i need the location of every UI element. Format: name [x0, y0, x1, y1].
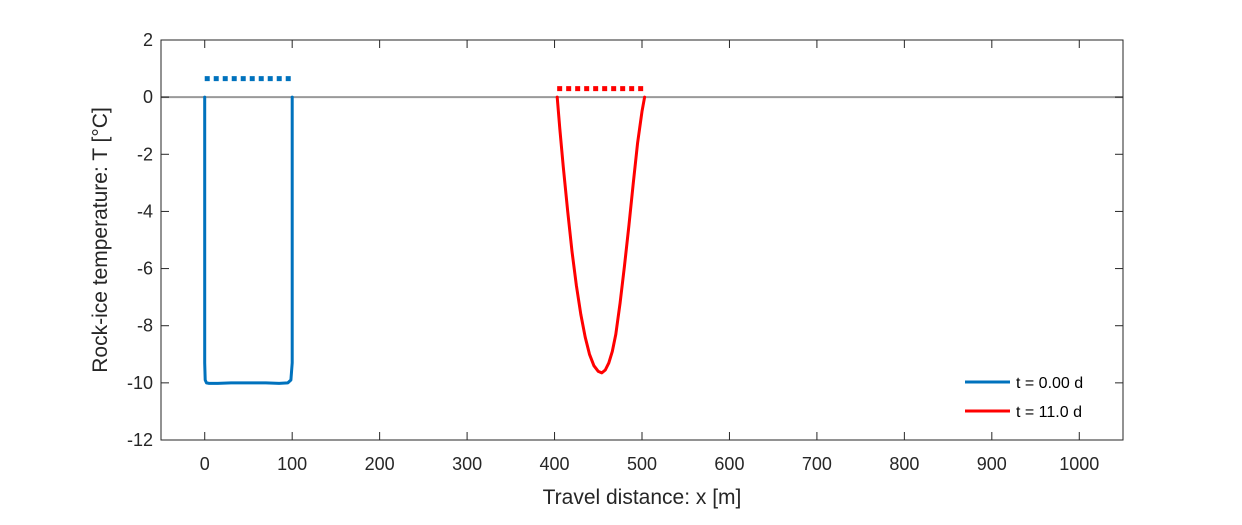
y-tick-label: 0	[143, 87, 153, 107]
x-tick-label: 200	[365, 454, 395, 474]
plot-area	[161, 76, 1123, 385]
x-tick-label: 400	[540, 454, 570, 474]
axes: 0 100 200 300 400 500 600 700 800 900 1000 2 0 -2 -4 -6…	[127, 30, 1124, 474]
x-tick-label: 600	[714, 454, 744, 474]
x-tick-label: 800	[889, 454, 919, 474]
y-tick-label: -8	[137, 316, 153, 336]
x-tick-label: 0	[200, 454, 210, 474]
series-line-1	[203, 95, 294, 385]
x-tick-label: 300	[452, 454, 482, 474]
legend: t = 0.00 d t = 11.0 d	[965, 375, 1083, 421]
x-tick-label: 900	[977, 454, 1007, 474]
x-tick-label: 500	[627, 454, 657, 474]
x-tick-label: 100	[277, 454, 307, 474]
y-tick-label: 2	[143, 30, 153, 50]
y-tick-label: -2	[137, 144, 153, 164]
legend-label-2: t = 11.0 d	[1016, 404, 1082, 421]
y-tick-label: -12	[127, 430, 153, 450]
y-tick-label: -4	[137, 201, 153, 221]
legend-label-1: t = 0.00 d	[1016, 375, 1083, 392]
x-tick-label: 1000	[1059, 454, 1099, 474]
y-tick-label: -10	[127, 373, 153, 393]
y-tick-label: -6	[137, 259, 153, 279]
series-line-2	[555, 95, 647, 375]
axes-box	[160, 39, 1124, 441]
x-tick-label: 700	[802, 454, 832, 474]
y-axis-label: Rock-ice temperature: T [°C]	[89, 107, 112, 373]
x-axis-label: Travel distance: x [m]	[543, 486, 742, 509]
